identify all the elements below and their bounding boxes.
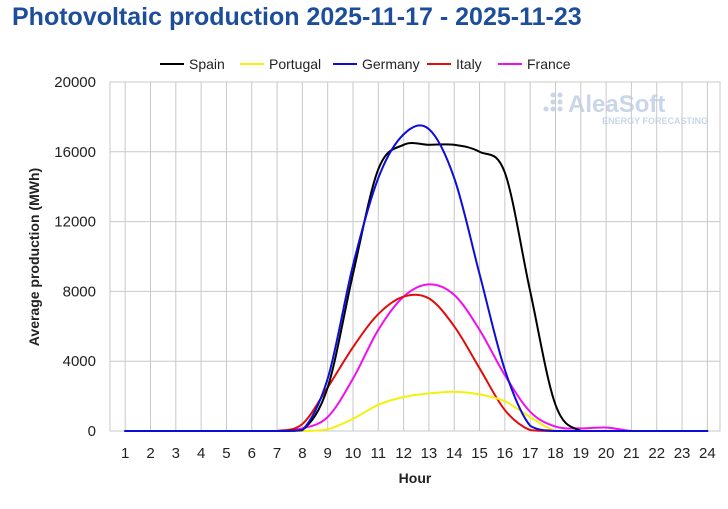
series-line-germany <box>124 124 709 432</box>
legend-label: Spain <box>189 56 225 72</box>
x-tick-label: 11 <box>371 445 387 462</box>
legend-item-spain: Spain <box>160 56 225 72</box>
x-tick-label: 1 <box>121 445 129 462</box>
legend-item-italy: Italy <box>427 56 482 72</box>
legend-label: France <box>527 56 571 72</box>
x-tick-label: 21 <box>623 445 640 462</box>
x-tick-label: 2 <box>146 445 154 462</box>
legend-label: Italy <box>456 56 482 72</box>
y-tick-label: 12000 <box>54 214 96 231</box>
x-tick-label: 14 <box>446 445 463 462</box>
x-tick-label: 6 <box>248 445 256 462</box>
x-tick-label: 4 <box>197 445 205 462</box>
x-tick-label: 3 <box>172 445 180 462</box>
y-tick-label: 0 <box>88 423 96 440</box>
x-tick-label: 10 <box>345 445 362 462</box>
x-tick-label: 18 <box>547 445 564 462</box>
legend-label: Germany <box>362 56 420 72</box>
x-tick-label: 23 <box>674 445 691 462</box>
x-tick-label: 8 <box>298 445 306 462</box>
y-tick-label: 8000 <box>63 283 96 300</box>
series-line-italy <box>124 293 709 432</box>
logo-dots-icon <box>543 92 563 112</box>
aleasoft-logo: AleaSoft ENERGY FORECASTING <box>543 91 708 126</box>
x-tick-label: 22 <box>648 445 665 462</box>
series-line-france <box>124 283 709 432</box>
x-tick-label: 16 <box>497 445 514 462</box>
y-tick-label: 4000 <box>63 353 96 370</box>
y-axis-label: Average production (MWh) <box>26 168 42 346</box>
x-tick-label: 19 <box>572 445 589 462</box>
legend-item-portugal: Portugal <box>240 56 321 72</box>
x-tick-label: 9 <box>324 445 332 462</box>
x-tick-label: 7 <box>273 445 281 462</box>
plot-area <box>109 81 721 432</box>
legend-label: Portugal <box>269 56 321 72</box>
logo-tagline: ENERGY FORECASTING <box>602 116 708 126</box>
x-tick-label: 12 <box>395 445 412 462</box>
x-tick-label: 17 <box>522 445 539 462</box>
chart-title: Photovoltaic production 2025-11-17 - 202… <box>12 3 582 31</box>
x-axis-label: Hour <box>399 470 432 486</box>
y-tick-label: 20000 <box>54 74 96 91</box>
series-line-portugal <box>124 390 709 432</box>
x-tick-label: 15 <box>471 445 488 462</box>
y-tick-label: 16000 <box>54 144 96 161</box>
x-tick-label: 20 <box>598 445 615 462</box>
x-tick-label: 24 <box>699 445 716 462</box>
legend-item-france: France <box>498 56 571 72</box>
x-tick-label: 5 <box>222 445 230 462</box>
logo-name: AleaSoft <box>568 91 665 118</box>
x-tick-label: 13 <box>421 445 438 462</box>
legend-item-germany: Germany <box>333 56 420 72</box>
